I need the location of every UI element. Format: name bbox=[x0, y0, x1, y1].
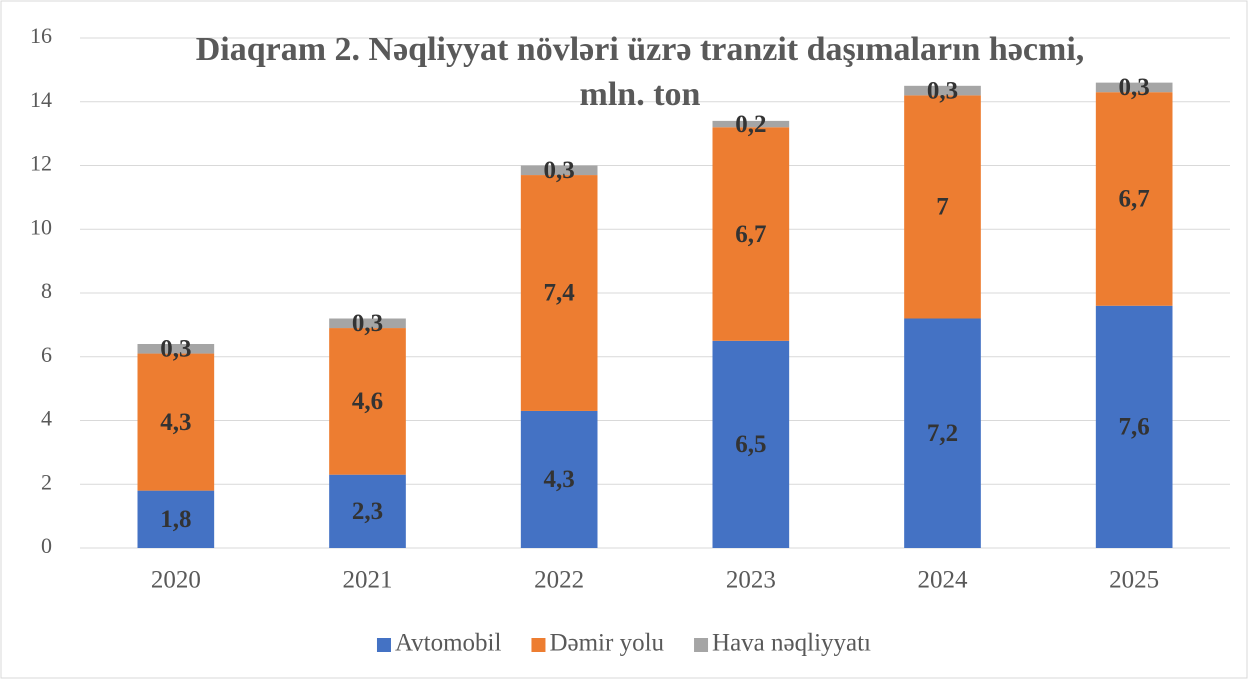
x-tick-label: 2020 bbox=[151, 567, 201, 594]
bar-segment bbox=[137, 490, 215, 548]
legend-label: Avtomobil bbox=[395, 630, 502, 657]
x-tick-label: 2021 bbox=[343, 567, 393, 594]
y-tick-label: 6 bbox=[41, 342, 52, 367]
bar-segment bbox=[520, 175, 598, 411]
data-label: 7,6 bbox=[1119, 414, 1150, 441]
bar-segment bbox=[520, 410, 598, 548]
legend-label: Hava nəqliyyatı bbox=[712, 630, 871, 657]
data-label: 4,3 bbox=[160, 409, 191, 436]
y-tick-label: 12 bbox=[30, 151, 52, 176]
data-label: 7,2 bbox=[927, 420, 958, 447]
bar-segment bbox=[712, 127, 790, 341]
bar-segment bbox=[712, 120, 790, 128]
data-label: 0,3 bbox=[927, 77, 958, 104]
data-label: 0,3 bbox=[544, 157, 575, 184]
bar-segment bbox=[904, 85, 981, 96]
y-tick-label: 8 bbox=[41, 278, 52, 303]
data-label: 0,2 bbox=[735, 111, 766, 138]
data-label: 0,3 bbox=[160, 336, 191, 363]
x-tick-label: 2022 bbox=[534, 567, 584, 594]
data-label: 7 bbox=[936, 194, 949, 221]
data-label: 6,5 bbox=[735, 431, 766, 458]
data-label: 6,7 bbox=[735, 221, 766, 248]
bar-segment bbox=[329, 328, 406, 475]
x-tick-label: 2025 bbox=[1109, 567, 1159, 594]
bar-segment bbox=[904, 318, 981, 548]
data-label: 2,3 bbox=[352, 498, 383, 525]
x-tick-label: 2024 bbox=[918, 567, 969, 594]
legend-label: Dəmir yolu bbox=[549, 630, 664, 657]
chart-title: mln. ton bbox=[580, 76, 701, 113]
y-tick-label: 0 bbox=[41, 533, 52, 558]
bar-segment bbox=[1095, 92, 1173, 306]
chart-title: Diaqram 2. Nəqliyyat növləri üzrə tranzi… bbox=[196, 31, 1085, 68]
data-label: 7,4 bbox=[544, 280, 576, 307]
data-label: 4,6 bbox=[352, 388, 383, 415]
data-label: 4,3 bbox=[544, 466, 575, 493]
data-label: 0,3 bbox=[352, 310, 383, 337]
y-tick-label: 10 bbox=[30, 214, 52, 239]
data-label: 1,8 bbox=[160, 506, 191, 533]
data-label: 6,7 bbox=[1119, 186, 1150, 213]
y-tick-label: 4 bbox=[41, 406, 52, 431]
legend-swatch bbox=[531, 638, 546, 652]
bar-segment bbox=[520, 165, 598, 176]
bar-segment bbox=[1095, 305, 1173, 548]
data-label: 0,3 bbox=[1119, 74, 1150, 101]
x-tick-label: 2023 bbox=[726, 567, 776, 594]
bar-segment bbox=[904, 95, 981, 319]
y-tick-label: 16 bbox=[30, 23, 52, 48]
y-tick-label: 2 bbox=[41, 469, 52, 494]
bar-segment bbox=[712, 340, 790, 548]
bar-segment bbox=[1095, 82, 1173, 93]
bar-segment bbox=[137, 353, 215, 491]
bar-segment bbox=[137, 344, 215, 354]
legend-swatch bbox=[376, 638, 391, 652]
bar-segment bbox=[329, 474, 406, 548]
legend-swatch bbox=[694, 638, 709, 652]
y-tick-label: 14 bbox=[30, 87, 52, 112]
bar-segment bbox=[329, 318, 406, 329]
